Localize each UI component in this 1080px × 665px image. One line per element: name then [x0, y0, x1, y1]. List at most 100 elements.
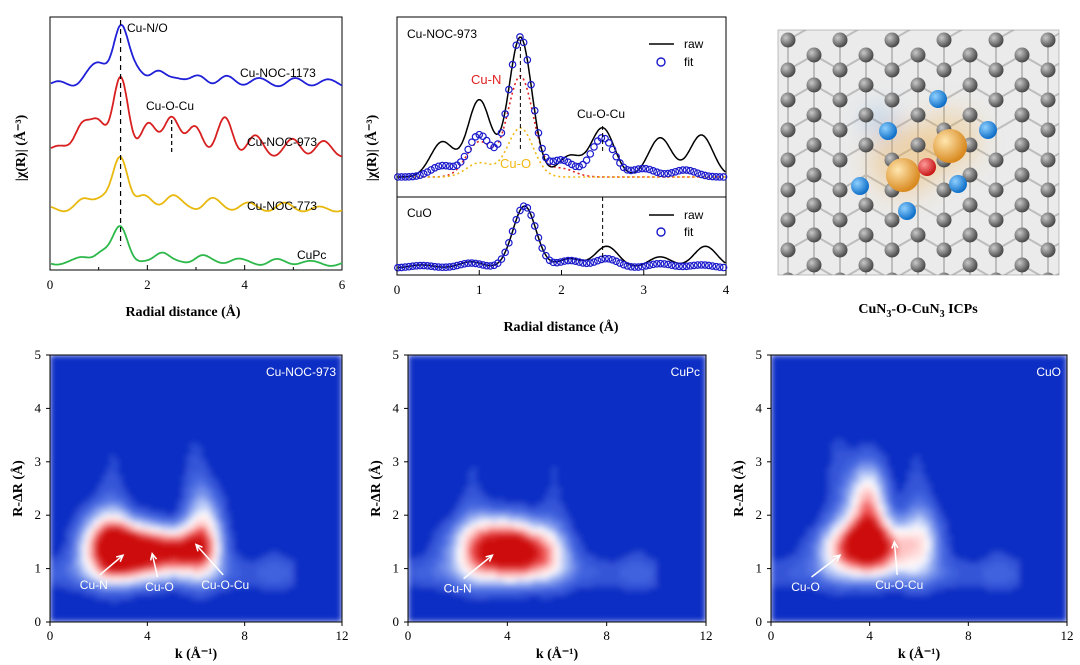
- fit-marker: [623, 165, 632, 174]
- fit-marker: [719, 173, 728, 181]
- fit-x-tick-label: 1: [476, 282, 483, 297]
- legend-raw-label-bottom: raw: [684, 208, 704, 222]
- carbon-atom: [832, 62, 848, 78]
- ft-x-tick-label: 2: [144, 277, 151, 292]
- carbon-atom: [1067, 228, 1080, 243]
- carbon-atom: [1067, 138, 1080, 153]
- carbon-atom: [963, 288, 978, 303]
- fit-marker: [590, 143, 598, 151]
- fit-marker: [601, 134, 609, 143]
- fit-marker-bottom: [686, 262, 695, 270]
- carbon-atom: [1040, 152, 1056, 168]
- carbon-atom: [1067, 258, 1080, 273]
- fit-marker: [545, 157, 554, 165]
- fit-marker: [690, 168, 698, 176]
- wt-x-tick-label: 12: [700, 628, 713, 643]
- carbon-atom: [806, 257, 822, 273]
- atoms: [780, 32, 1080, 333]
- fit-marker-bottom: [445, 263, 454, 271]
- fit-marker-bottom: [649, 260, 658, 269]
- wt-arrow: [151, 553, 159, 578]
- fit-marker: [468, 138, 476, 147]
- carbon-atom: [780, 92, 796, 108]
- carbon-atom: [910, 137, 926, 153]
- fit-marker-bottom: [497, 255, 506, 263]
- wt-arrow-head: [485, 554, 494, 562]
- fit-marker: [656, 169, 665, 178]
- ft-x-axis-label: Radial distance (Å): [125, 304, 240, 320]
- legend-fit-marker-bottom: [656, 227, 666, 237]
- fit-marker: [608, 145, 617, 154]
- fit-marker-bottom: [490, 261, 498, 270]
- nitrogen-atom: [879, 122, 897, 140]
- fit-marker-bottom: [475, 260, 484, 268]
- fit-marker-bottom: [660, 260, 669, 268]
- carbon-atom: [780, 152, 796, 168]
- fit-marker: [645, 165, 654, 174]
- fit-marker-bottom: [556, 258, 565, 266]
- fit-marker: [419, 170, 428, 178]
- fit-marker-bottom: [512, 215, 521, 224]
- carbon-atom: [910, 77, 926, 93]
- wt-y-tick-label: 4: [393, 400, 400, 415]
- carbon-atom: [858, 107, 874, 123]
- fit-marker-bottom: [534, 233, 543, 242]
- fit-marker: [523, 56, 532, 64]
- wt-sample-label: CuO: [1036, 365, 1061, 379]
- wt-intensity-field: [771, 355, 1067, 622]
- fit-marker-bottom: [412, 261, 421, 270]
- fit-marker: [686, 166, 695, 175]
- carbon-atom: [859, 318, 874, 333]
- fit-marker: [697, 170, 706, 179]
- fit-marker-bottom: [516, 206, 524, 215]
- wt-x-tick-label: 0: [47, 628, 54, 643]
- fit-marker: [408, 172, 417, 181]
- wt-x-axis-label: k (Å⁻¹): [536, 646, 579, 662]
- fit-marker-bottom: [582, 259, 591, 268]
- copper-atom: [933, 129, 967, 163]
- fit-marker-bottom: [394, 263, 402, 272]
- fit-marker: [471, 133, 480, 141]
- fit-marker: [405, 173, 413, 181]
- wt-y-tick-label: 1: [393, 561, 400, 576]
- carbon-atom: [832, 122, 848, 138]
- fit-marker-bottom: [656, 259, 665, 268]
- carbon-atom: [832, 212, 848, 228]
- carbon-atom: [988, 92, 1004, 108]
- fit-marker: [449, 162, 458, 171]
- fit-marker: [671, 167, 680, 176]
- fit-marker: [571, 162, 580, 171]
- fit-marker: [667, 169, 676, 177]
- carbon-atom: [858, 257, 874, 273]
- fit-marker: [582, 156, 591, 165]
- wt-x-tick-label: 4: [866, 628, 873, 643]
- fit-marker-bottom: [538, 244, 546, 252]
- carbon-atom: [988, 182, 1004, 198]
- carbon-atom: [1042, 272, 1054, 275]
- fit-marker: [527, 80, 535, 89]
- fit-marker: [564, 158, 572, 166]
- carbon-atom: [806, 197, 822, 213]
- fit-marker-bottom: [545, 256, 554, 265]
- fit-marker: [616, 159, 624, 167]
- carbon-atom: [1040, 32, 1056, 48]
- fit-marker: [445, 162, 454, 171]
- series-label-cupc: CuPc: [297, 248, 326, 262]
- carbon-atom: [832, 92, 848, 108]
- wt-x-tick-label: 4: [504, 628, 511, 643]
- fit-marker-bottom: [642, 262, 650, 270]
- series-line-cupc: [50, 225, 343, 267]
- wt-annotation-label: Cu-N: [80, 578, 108, 592]
- carbon-atom: [936, 62, 952, 78]
- carbon-atom: [832, 32, 848, 48]
- carbon-atom: [884, 92, 900, 108]
- wt-y-tick-label: 2: [393, 507, 400, 522]
- fit-marker-bottom: [586, 259, 595, 267]
- carbon-atom: [806, 77, 822, 93]
- carbon-atom: [884, 242, 900, 258]
- fit-marker: [597, 134, 606, 142]
- wt-annotation-label: Cu-O: [791, 580, 820, 594]
- fit-marker: [679, 166, 687, 174]
